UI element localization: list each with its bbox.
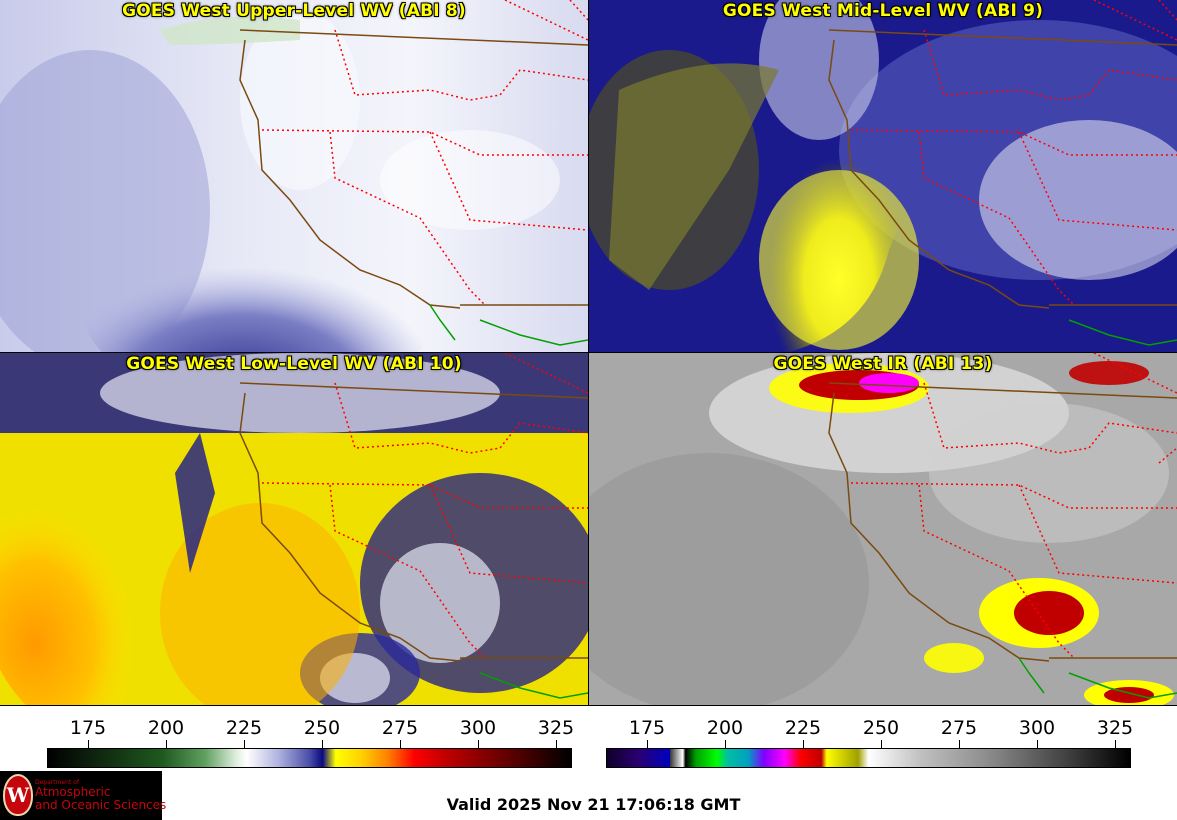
ir-tick-label: 175 bbox=[628, 717, 666, 739]
panel-mid-level-wv: GOES West Mid-Level WV (ABI 9) bbox=[589, 0, 1177, 352]
panel-low-level-wv: GOES West Low-Level WV (ABI 10) bbox=[0, 353, 588, 705]
panel-title: GOES West Low-Level WV (ABI 10) bbox=[126, 354, 462, 374]
valid-time: Valid 2025 Nov 21 17:06:18 GMT bbox=[446, 795, 741, 814]
wv-tick-mark bbox=[556, 740, 557, 748]
wv-tick-label: 275 bbox=[381, 717, 419, 739]
wv-tick-mark bbox=[166, 740, 167, 748]
panel-title: GOES West Upper-Level WV (ABI 8) bbox=[122, 1, 466, 21]
ir-tick-label: 275 bbox=[940, 717, 978, 739]
ir-tick-label: 300 bbox=[1018, 717, 1056, 739]
wv-tick-mark bbox=[88, 740, 89, 748]
ir-image bbox=[589, 353, 1177, 705]
ir-colorbar bbox=[606, 748, 1131, 768]
upper-level-wv-image bbox=[0, 0, 588, 352]
wv-tick-mark bbox=[322, 740, 323, 748]
wv-tick-label: 300 bbox=[459, 717, 497, 739]
wv-tick-label: 325 bbox=[537, 717, 575, 739]
ir-tick-mark bbox=[1037, 740, 1038, 748]
mid-level-wv-image bbox=[589, 0, 1177, 352]
ir-tick-label: 200 bbox=[706, 717, 744, 739]
wv-colorbar bbox=[47, 748, 572, 768]
ir-tick-label: 225 bbox=[784, 717, 822, 739]
panel-title: GOES West IR (ABI 13) bbox=[773, 354, 993, 374]
panel-title: GOES West Mid-Level WV (ABI 9) bbox=[722, 1, 1044, 21]
logo-dept-text: Department of bbox=[35, 779, 79, 786]
wv-tick-mark bbox=[478, 740, 479, 748]
ir-tick-mark bbox=[725, 740, 726, 748]
ir-tick-mark bbox=[881, 740, 882, 748]
ir-tick-label: 250 bbox=[862, 717, 900, 739]
ir-tick-mark bbox=[647, 740, 648, 748]
panel-upper-level-wv: GOES West Upper-Level WV (ABI 8) bbox=[0, 0, 588, 352]
logo-line2: and Oceanic Sciences bbox=[35, 798, 167, 812]
panel-divider-horizontal bbox=[0, 352, 1177, 353]
ir-tick-label: 325 bbox=[1096, 717, 1134, 739]
wv-tick-label: 175 bbox=[69, 717, 107, 739]
wv-tick-label: 250 bbox=[303, 717, 341, 739]
wv-tick-label: 225 bbox=[225, 717, 263, 739]
wv-tick-mark bbox=[400, 740, 401, 748]
logo-line1: Atmospheric bbox=[35, 785, 111, 799]
panel-ir: GOES West IR (ABI 13) bbox=[589, 353, 1177, 705]
ir-tick-mark bbox=[959, 740, 960, 748]
uw-seal-icon: W bbox=[3, 774, 33, 816]
panel-divider-bottom bbox=[0, 705, 1177, 706]
wv-tick-label: 200 bbox=[147, 717, 185, 739]
wv-tick-mark bbox=[244, 740, 245, 748]
low-level-wv-image bbox=[0, 353, 588, 705]
ir-tick-mark bbox=[1115, 740, 1116, 748]
ir-tick-mark bbox=[803, 740, 804, 748]
